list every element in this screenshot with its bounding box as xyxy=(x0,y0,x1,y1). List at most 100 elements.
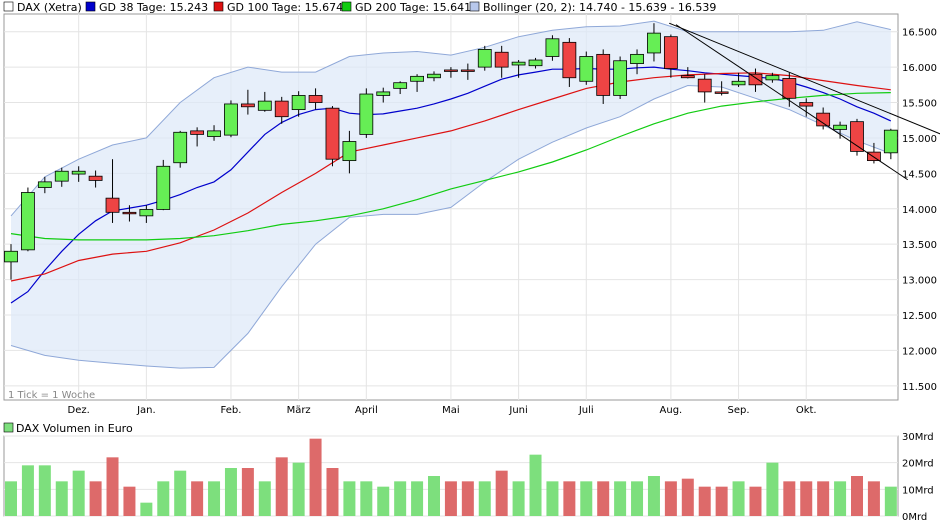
volume-y-tick-label: 20Mrd xyxy=(902,459,934,470)
legend-swatch xyxy=(3,1,14,12)
volume-bar xyxy=(732,481,745,516)
candle-down xyxy=(748,73,763,86)
candle-up xyxy=(359,93,374,135)
x-tick-label: Okt. xyxy=(796,405,817,416)
candle-down xyxy=(190,130,205,135)
series-line-gd-100-tage xyxy=(10,72,891,282)
volume-bar xyxy=(512,481,525,516)
volume-bar xyxy=(89,481,102,516)
volume-bar xyxy=(563,481,576,516)
volume-bar xyxy=(529,454,542,516)
series-line-bollinger-oben xyxy=(10,20,891,217)
legend-label: Bollinger (20, 2): 14.740 - 15.639 - 16.… xyxy=(483,1,716,14)
series-line-bollinger-unten xyxy=(10,84,891,369)
candle-up xyxy=(528,59,543,67)
volume-bar xyxy=(766,462,779,516)
candle-up xyxy=(630,53,644,64)
price-y-axis: 11.500 12.000 12.500 13.000 13.500 14.000 14.5… xyxy=(902,28,937,393)
volume-bar xyxy=(309,438,322,516)
volume-bar xyxy=(292,462,305,516)
candle-down xyxy=(714,91,729,94)
candle-up xyxy=(21,192,35,251)
y-tick-label: 16.500 xyxy=(902,28,937,39)
volume-bar xyxy=(258,481,271,516)
legend-label: GD 38 Tage: 15.243 xyxy=(99,1,208,14)
x-tick-label: Mai xyxy=(442,405,460,416)
candle-up xyxy=(71,170,86,175)
candle-down xyxy=(562,41,577,79)
volume-bar xyxy=(394,481,407,516)
volume-bar xyxy=(360,481,373,516)
volume-bars xyxy=(5,438,897,516)
volume-bar xyxy=(21,465,34,516)
volume-bar xyxy=(664,481,677,516)
candle-down xyxy=(850,121,864,152)
x-tick-label: Sep. xyxy=(728,405,750,416)
volume-bar xyxy=(800,481,813,516)
volume-y-axis: 0Mrd 10Mrd 20Mrd 30Mrd xyxy=(902,432,934,523)
candle-up xyxy=(376,91,391,96)
candle-down xyxy=(308,95,323,103)
volume-bar xyxy=(614,481,627,516)
volume-bar xyxy=(224,468,237,516)
candle-down xyxy=(799,102,814,107)
legend-swatch xyxy=(85,1,96,12)
y-tick-label: 15.000 xyxy=(902,134,937,145)
legend-swatch xyxy=(469,1,480,12)
x-tick-label: Dez. xyxy=(68,405,90,416)
volume-bar xyxy=(123,486,136,516)
candle-down xyxy=(663,36,678,69)
volume-bar xyxy=(428,476,440,516)
legend-label: GD 100 Tage: 15.674 xyxy=(227,1,343,14)
x-tick-label: März xyxy=(287,405,311,416)
volume-bar xyxy=(106,457,119,516)
volume-bar xyxy=(444,481,457,516)
candle-up xyxy=(342,141,357,162)
candle-up xyxy=(291,95,306,111)
legend-swatch xyxy=(341,1,352,12)
candle-up xyxy=(207,130,221,137)
candle-down xyxy=(697,78,712,93)
candle-down xyxy=(867,151,881,162)
volume-bar xyxy=(326,468,339,516)
price-x-axis: Dez. Jan. Feb. März April Mai Juni Juli Aug. Sep.… xyxy=(68,405,817,416)
volume-bar xyxy=(715,486,728,516)
candle-up xyxy=(647,32,661,54)
interval-note: 1 Tick = 1 Woche xyxy=(8,390,95,401)
volume-bar xyxy=(631,481,644,516)
volume-y-tick-label: 10Mrd xyxy=(902,485,934,496)
bollinger-lines xyxy=(10,20,891,369)
x-tick-label: Juni xyxy=(508,405,527,416)
volume-y-tick-label: 30Mrd xyxy=(902,432,934,443)
legend-swatch xyxy=(213,1,224,12)
volume-bar xyxy=(478,481,491,516)
x-tick-label: Juli xyxy=(578,405,594,416)
candle-down xyxy=(460,69,475,72)
x-tick-label: April xyxy=(355,405,378,416)
candle-down xyxy=(782,78,797,99)
y-tick-label: 13.000 xyxy=(902,276,937,287)
candle-up xyxy=(765,75,780,81)
volume-bar xyxy=(495,470,508,516)
candle-up xyxy=(139,209,154,217)
trendline xyxy=(675,24,909,181)
volume-bar xyxy=(834,481,847,516)
volume-bar xyxy=(647,476,660,516)
candle-down xyxy=(816,112,831,127)
legend-label: GD 200 Tage: 15.641 xyxy=(355,1,471,14)
candle-down xyxy=(240,103,255,108)
candle-down xyxy=(105,197,120,213)
volume-legend-swatch xyxy=(3,422,14,433)
volume-bar xyxy=(191,481,204,516)
volume-legend: DAX Volumen in Euro xyxy=(3,422,133,435)
legend-label: DAX (Xetra) xyxy=(17,1,82,14)
candle-up xyxy=(4,250,18,263)
candle-up xyxy=(54,170,69,182)
candle-up xyxy=(410,75,424,82)
y-tick-label: 14.000 xyxy=(902,205,937,216)
volume-bar xyxy=(749,486,762,516)
candle-up xyxy=(613,60,628,96)
trendlines xyxy=(668,22,940,181)
